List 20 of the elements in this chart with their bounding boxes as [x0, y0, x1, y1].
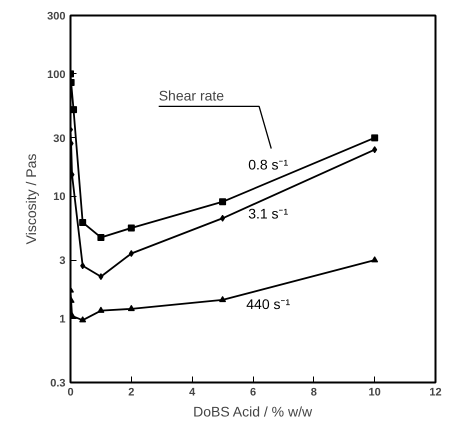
- series-label: 0.8 s⁻¹: [248, 156, 289, 173]
- x-tick-label: 8: [310, 386, 317, 398]
- x-tick-label: 2: [128, 386, 134, 398]
- y-tick-label: 0.3: [50, 378, 66, 390]
- y-tick-label: 10: [53, 191, 66, 204]
- y-tick-label: 3: [59, 255, 66, 268]
- x-tick-label: 10: [368, 386, 381, 398]
- x-axis-title: DoBS Acid / % w/w: [193, 404, 314, 420]
- x-tick-label: 0: [67, 386, 74, 398]
- series-label: 440 s⁻¹: [246, 296, 290, 312]
- y-tick-label: 30: [53, 132, 66, 145]
- x-tick-label: 4: [189, 386, 196, 398]
- series-label: 3.1 s⁻¹: [248, 206, 289, 222]
- y-axis-title: Viscosity / Pas: [23, 154, 40, 244]
- y-tick-label: 1: [59, 314, 66, 326]
- y-tick-label: 300: [47, 10, 66, 22]
- annotation: Shear rate: [158, 87, 224, 104]
- x-tick-label: 12: [429, 386, 442, 398]
- x-tick-label: 6: [250, 386, 256, 398]
- y-tick-label: 100: [47, 68, 66, 81]
